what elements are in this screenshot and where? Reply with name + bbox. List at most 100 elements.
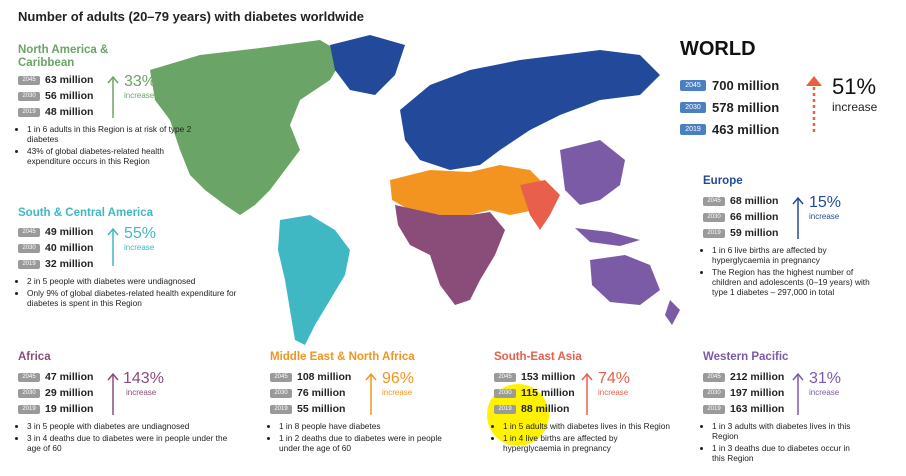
stat-value: 49 million — [45, 226, 94, 238]
stat-row: 2030 29 million — [18, 385, 248, 401]
year-badge: 2030 — [18, 243, 40, 253]
year-badge: 2045 — [494, 372, 516, 382]
year-badge: 2019 — [270, 404, 292, 414]
stat-row: 2019 163 million — [703, 401, 883, 417]
notes-list: 1 in 3 adults with diabetes lives in thi… — [703, 421, 883, 463]
stat-row: 2030 115 million — [494, 385, 684, 401]
stat-value: 32 million — [45, 258, 94, 270]
stat-row: 2030 197 million — [703, 385, 883, 401]
note: 1 in 3 adults with diabetes lives in thi… — [712, 421, 862, 441]
up-arrow-icon — [107, 75, 119, 118]
stat-row: 2019 19 million — [18, 401, 248, 417]
increase-percent: 143% — [123, 370, 164, 387]
region-north-america: North America & Caribbean 2045 63 million… — [18, 44, 218, 168]
stat-value: 40 million — [45, 242, 94, 254]
notes-list: 2 in 5 people with diabetes were undiagn… — [18, 276, 248, 308]
stat-value: 115 million — [521, 387, 575, 399]
stat-value: 88 million — [521, 403, 570, 415]
note: 3 in 5 people with diabetes are undiagno… — [27, 421, 248, 431]
map-south-america — [278, 215, 350, 345]
increase-percent: 33% — [124, 73, 157, 90]
stat-row: 2030 56 million — [18, 88, 218, 104]
increase-label: increase — [598, 388, 629, 397]
year-badge: 2045 — [703, 372, 725, 382]
year-badge: 2019 — [680, 123, 706, 135]
up-arrow-icon — [107, 372, 119, 415]
region-africa: Africa 2045 47 million 2030 29 million 201… — [18, 351, 248, 455]
world-increase-percent: 51% — [832, 74, 877, 99]
increase-percent: 96% — [382, 370, 415, 387]
stat-row: 2030 40 million — [18, 240, 248, 256]
note: 1 in 8 people have diabetes — [279, 421, 480, 431]
stat-value: 48 million — [45, 106, 94, 118]
note: 2 in 5 people with diabetes were undiagn… — [27, 276, 248, 286]
stat-row: 2019 32 million — [18, 256, 248, 272]
note: Only 9% of global diabetes-related healt… — [27, 288, 237, 308]
note: 1 in 4 live births are affected by hyper… — [503, 433, 673, 453]
stat-row: 2030 66 million — [703, 209, 893, 225]
stat-row: 2045 49 million — [18, 224, 248, 240]
map-greenland — [330, 35, 405, 95]
map-australia — [590, 255, 660, 305]
year-badge: 2019 — [494, 404, 516, 414]
stat-value: 700 million — [712, 77, 780, 93]
up-arrow-icon — [792, 372, 804, 415]
stat-value: 578 million — [712, 99, 780, 115]
note: The Region has the highest number of chi… — [712, 267, 877, 297]
stat-value: 66 million — [730, 211, 779, 223]
stat-value: 59 million — [730, 227, 779, 239]
stat-value: 19 million — [45, 403, 94, 415]
note: 1 in 6 live births are affected by hyper… — [712, 245, 872, 265]
stat-row: 2045 153 million — [494, 369, 684, 385]
region-name: South & Central America — [18, 207, 154, 219]
region-mena: Middle East & North Africa 2045 108 milli… — [270, 351, 480, 455]
stat-row: 2045 700 million — [680, 74, 880, 96]
stat-row: 2045 63 million — [18, 72, 218, 88]
notes-list: 1 in 6 adults in this Region is at risk … — [18, 124, 218, 166]
year-badge: 2030 — [270, 388, 292, 398]
up-arrow-icon — [107, 227, 119, 266]
year-badge: 2019 — [18, 107, 40, 117]
note: 1 in 5 adults with diabetes lives in thi… — [503, 421, 673, 431]
increase-percent: 55% — [124, 225, 157, 242]
region-name: Europe — [703, 175, 743, 187]
map-mena — [390, 165, 545, 215]
map-africa — [395, 205, 505, 305]
region-name: South-East Asia — [494, 351, 582, 363]
up-arrow-icon — [581, 372, 593, 415]
page-title: Number of adults (20–79 years) with diab… — [18, 9, 365, 24]
notes-list: 1 in 8 people have diabetes 1 in 2 death… — [270, 421, 480, 453]
year-badge: 2030 — [18, 91, 40, 101]
increase-label: increase — [124, 243, 155, 252]
increase-label: increase — [126, 388, 157, 397]
year-badge: 2019 — [703, 228, 725, 238]
stat-value: 153 million — [521, 371, 576, 383]
year-badge: 2030 — [18, 388, 40, 398]
stat-row: 2019 88 million — [494, 401, 684, 417]
notes-list: 3 in 5 people with diabetes are undiagno… — [18, 421, 248, 453]
map-western-pacific — [560, 140, 625, 205]
stat-row: 2045 68 million — [703, 193, 893, 209]
world-stats: 2045 700 million 2030 578 million 2019 463 … — [680, 74, 880, 140]
increase-percent: 74% — [598, 370, 631, 387]
region-name: North America & Caribbean — [18, 44, 109, 69]
increase-label: increase — [809, 212, 840, 221]
map-sea — [520, 180, 560, 230]
note: 1 in 6 adults in this Region is at risk … — [27, 124, 197, 144]
note: 3 in 4 deaths due to diabetes were in pe… — [27, 433, 237, 453]
stat-value: 29 million — [45, 387, 94, 399]
stat-value: 76 million — [297, 387, 346, 399]
region-sea: South-East Asia 2045 153 million 2030 115 … — [494, 351, 684, 455]
year-badge: 2030 — [494, 388, 516, 398]
year-badge: 2030 — [703, 388, 725, 398]
stat-value: 163 million — [730, 403, 785, 415]
region-name: Middle East & North Africa — [270, 351, 415, 363]
note: 1 in 2 deaths due to diabetes were in pe… — [279, 433, 454, 453]
year-badge: 2045 — [18, 372, 40, 382]
increase-label: increase — [124, 91, 155, 100]
year-badge: 2030 — [703, 212, 725, 222]
stat-value: 212 million — [730, 371, 785, 383]
year-badge: 2045 — [270, 372, 292, 382]
increase-label: increase — [809, 388, 840, 397]
note: 43% of global diabetes-related health ex… — [27, 146, 197, 166]
